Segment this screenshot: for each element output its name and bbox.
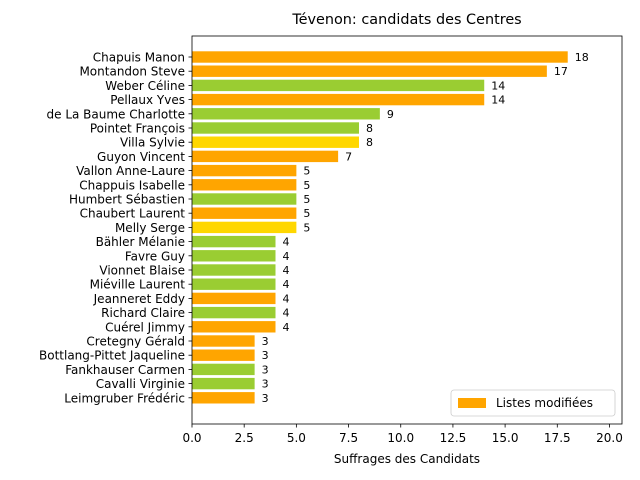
- bar: [192, 108, 380, 120]
- y-tick-label: Bähler Mélanie: [96, 235, 185, 249]
- y-tick-label: Miéville Laurent: [90, 278, 186, 292]
- plot-area-frame: [191, 35, 623, 425]
- bar: [192, 150, 339, 163]
- bar: [192, 292, 276, 305]
- x-tick-label: 5.0: [287, 431, 306, 445]
- bar: [192, 250, 276, 262]
- bar-value-label: 17: [554, 65, 568, 78]
- y-tick-label: Favre Guy: [125, 249, 185, 263]
- bar: [192, 264, 276, 276]
- x-tick-label: 17.5: [544, 431, 571, 445]
- x-tick-label: 0.0: [182, 431, 201, 445]
- bar: [192, 306, 276, 319]
- x-tick-label: 10.0: [387, 431, 414, 445]
- bar-value-label: 3: [262, 392, 269, 405]
- y-tick-label: Fankhauser Carmen: [65, 363, 185, 377]
- y-tick-label: Vionnet Blaise: [99, 264, 185, 278]
- y-tick-label: Humbert Sébastien: [69, 193, 185, 207]
- x-axis-ticks-group: 0.0 2.5 5.0 7.5 10.0 12.5 15.0 17.5 20.0: [182, 424, 623, 445]
- bar: [192, 122, 359, 134]
- bar-value-label: 8: [366, 136, 373, 149]
- x-tick-label: 7.5: [339, 431, 358, 445]
- bar: [192, 93, 485, 106]
- bar-value-label: 4: [282, 264, 289, 277]
- chart-title: Tévenon: candidats des Centres: [291, 12, 521, 28]
- y-tick-label: Cavalli Virginie: [96, 377, 185, 391]
- bar: [192, 221, 297, 234]
- y-tick-label: Chaubert Laurent: [80, 207, 186, 221]
- bar: [192, 321, 276, 333]
- bar: [192, 193, 297, 205]
- bar: [192, 207, 297, 219]
- bar: [192, 349, 255, 361]
- legend-label: Listes modifiées: [496, 396, 593, 410]
- bar-value-label: 4: [282, 307, 289, 320]
- y-tick-label: Weber Céline: [105, 79, 185, 93]
- bar-value-label: 4: [282, 236, 289, 249]
- x-tick-label: 2.5: [235, 431, 254, 445]
- y-tick-label: de La Baume Charlotte: [47, 107, 186, 121]
- bar-value-label: 4: [282, 292, 289, 305]
- bar: [192, 392, 255, 404]
- bar: [192, 51, 568, 63]
- legend: Listes modifiées: [450, 389, 616, 417]
- x-tick-label: 12.5: [440, 431, 467, 445]
- bar-value-label: 8: [366, 122, 373, 135]
- y-tick-label: Montandon Steve: [79, 65, 185, 79]
- bar: [192, 278, 276, 290]
- bar-value-label: 18: [575, 51, 589, 64]
- y-tick-label: Bottlang-Pittet Jaqueline: [39, 349, 185, 363]
- bar-value-label: 5: [303, 207, 310, 220]
- bar: [192, 363, 255, 376]
- bar-value-label: 5: [303, 179, 310, 192]
- bar-value-label: 3: [262, 378, 269, 391]
- y-tick-label: Pellaux Yves: [110, 93, 185, 107]
- bar-value-label: 9: [387, 108, 394, 121]
- bar-value-label: 3: [262, 349, 269, 362]
- legend-swatch: [458, 398, 486, 408]
- y-tick-label: Cretegny Gérald: [86, 335, 185, 349]
- bar: [192, 377, 255, 390]
- y-tick-label: Chapuis Manon: [93, 51, 185, 65]
- y-tick-label: Leimgruber Frédéric: [64, 391, 185, 405]
- y-tick-label: Guyon Vincent: [97, 150, 185, 164]
- bar-value-label: 14: [491, 79, 505, 92]
- bar: [192, 164, 297, 177]
- bar-value-label: 5: [303, 165, 310, 178]
- y-tick-label: Chappuis Isabelle: [79, 178, 185, 192]
- bar-value-label: 4: [282, 321, 289, 334]
- y-tick-label: Jeanneret Eddy: [93, 292, 185, 306]
- bar-value-label: 7: [345, 150, 352, 163]
- y-tick-label: Pointet François: [90, 122, 185, 136]
- bar: [192, 235, 276, 248]
- y-tick-label: Villa Sylvie: [120, 136, 185, 150]
- bar-value-label: 4: [282, 278, 289, 291]
- bars-group: [192, 51, 568, 404]
- x-axis-label: Suffrages des Candidats: [334, 452, 480, 466]
- bar: [192, 65, 547, 77]
- bar: [192, 79, 485, 92]
- bar-value-label: 5: [303, 221, 310, 234]
- bar: [192, 136, 359, 148]
- x-tick-label: 20.0: [596, 431, 623, 445]
- bar-value-label: 5: [303, 193, 310, 206]
- bar-value-label: 4: [282, 250, 289, 263]
- bar-value-label: 3: [262, 335, 269, 348]
- y-tick-label: Cuérel Jimmy: [105, 320, 185, 334]
- bar: [192, 179, 297, 191]
- bar-value-label: 3: [262, 363, 269, 376]
- bar-value-label: 14: [491, 94, 505, 107]
- y-tick-label: Vallon Anne-Laure: [76, 164, 185, 178]
- y-tick-label: Melly Serge: [115, 221, 185, 235]
- x-tick-label: 15.0: [492, 431, 519, 445]
- bar: [192, 335, 255, 347]
- y-tick-label: Richard Claire: [101, 306, 185, 320]
- legend-box: [450, 389, 616, 417]
